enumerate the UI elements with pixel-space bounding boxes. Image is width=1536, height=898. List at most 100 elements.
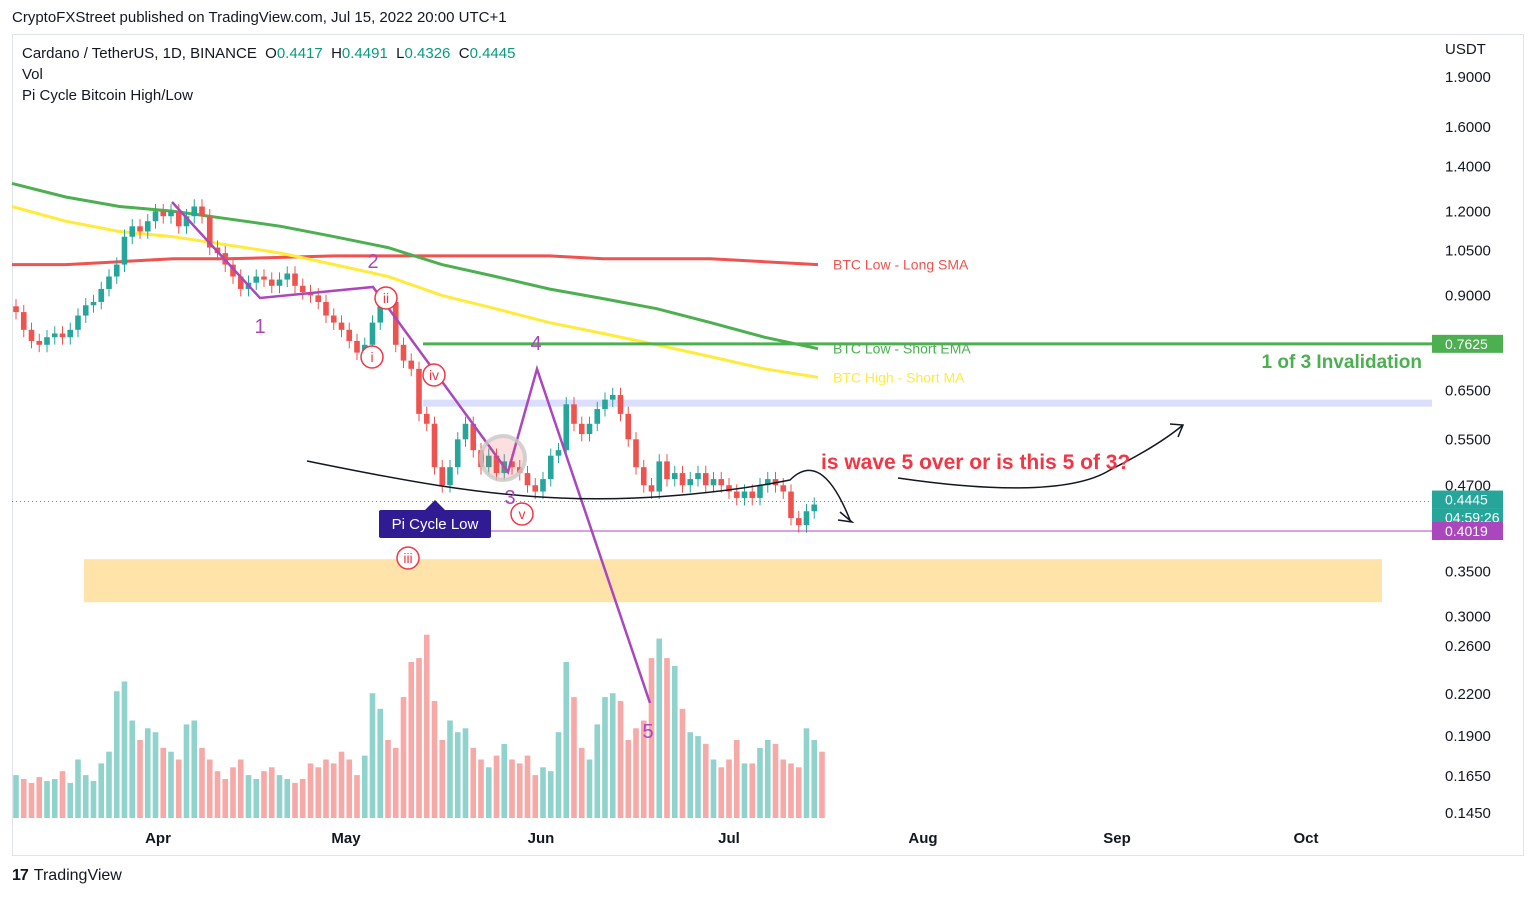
volume-bar [493,755,500,818]
candle-body [431,423,438,468]
footer-brand[interactable]: TradingView [33,867,122,884]
candle-body [90,301,97,306]
candle-body [462,423,469,440]
candle-body [594,409,601,424]
open-label: O [265,45,277,62]
volume-bar [191,720,198,818]
subwave-label: i [370,349,373,365]
price-tick: 0.3000 [1445,608,1491,625]
price-tick: 1.0500 [1445,242,1491,259]
candle-body [563,404,570,451]
volume-bar [594,724,601,818]
zones-layer [84,399,1432,603]
price-tick: 0.5500 [1445,431,1491,448]
volume-bar [540,767,546,818]
volume-bar [586,759,593,818]
candle-body [191,206,198,217]
price-axis[interactable]: USDT 1.9000 1.6000 1.4000 1.2000 1.0500 0.9000… [1432,41,1503,822]
volume-bar [509,759,515,818]
volume-bar [237,759,244,818]
volume-bar [292,782,298,818]
volume-bar [67,782,74,818]
candle-body [555,450,562,456]
volume-bar [447,720,453,818]
volume-bar [152,732,159,818]
candle-body [20,312,27,330]
wave-circle [422,363,446,387]
highlight-circle [479,434,527,482]
symbol-name[interactable]: Cardano / TetherUS, 1D, BINANCE [22,45,257,62]
wave-circle [510,502,534,526]
candle-body [656,461,663,492]
volume-bar [199,747,205,818]
volume-bar [214,771,221,818]
candle-body [330,315,337,323]
low-label: L [396,45,405,62]
legend-vol[interactable]: Vol [22,66,43,83]
candle-body [36,340,43,345]
volume-bar [245,775,252,818]
time-tick: May [331,830,361,847]
volume-bar [392,747,399,818]
volume-bar [121,681,128,818]
volume-bar [710,759,717,818]
candle-body [671,473,678,480]
candle-body [44,337,50,345]
candle-body [168,211,174,217]
volume-bar [462,728,469,818]
volume-bar [733,740,740,818]
candles-layer[interactable] [13,199,818,533]
time-axis[interactable]: Apr May Jun Jul Aug Sep Oct [145,830,1318,847]
candle-body [152,211,159,222]
invalidation-label: 1 of 3 Invalidation [1262,352,1422,373]
candle-body [237,276,244,289]
candle-body [59,333,66,338]
volume-layer [13,634,825,818]
axis-unit: USDT [1445,41,1486,58]
wave-label: 1 [254,316,265,338]
candle-body [679,473,686,486]
wave-label: 4 [530,333,541,355]
volume-bar [90,780,97,818]
candle-body [640,467,647,486]
volume-bar [439,740,446,818]
candle-body [137,226,143,232]
close-label: C [458,45,470,62]
volume-bar [524,755,531,818]
candle-body [602,399,608,410]
volume-bar [555,732,562,818]
wave-circle [360,345,384,369]
time-tick: Aug [908,830,937,847]
price-tick: 0.6500 [1445,382,1491,399]
volume-bar [501,743,508,818]
volume-bar [323,759,329,818]
volume-bar [578,747,585,818]
candle-body [392,301,399,345]
volume-bar [98,763,105,818]
candle-body [206,216,213,248]
legend-indicator[interactable]: Pi Cycle Bitcoin High/Low [22,87,193,104]
candle-body [175,211,182,227]
price-tick: 1.9000 [1445,69,1491,86]
volume-bar [485,767,492,818]
candle-body [532,485,539,492]
chart-frame[interactable] [12,34,1524,856]
volume-bar [772,743,779,818]
candle-body [811,504,818,512]
candle-body [377,295,384,323]
tradingview-logo-icon[interactable]: 17 [12,867,29,884]
candle-body [540,479,546,492]
candle-body [400,344,407,361]
close-value: 0.4445 [469,45,516,62]
candle-body [470,423,477,451]
volume-bar [113,691,120,818]
price-tick: 0.2200 [1445,686,1491,703]
volume-bar [795,767,802,818]
candle-body [129,226,136,237]
candle-body [454,439,461,468]
price-tick: 0.3500 [1445,563,1491,580]
candle-body [687,479,694,486]
volume-bar [780,759,787,818]
candle-body [292,273,298,286]
